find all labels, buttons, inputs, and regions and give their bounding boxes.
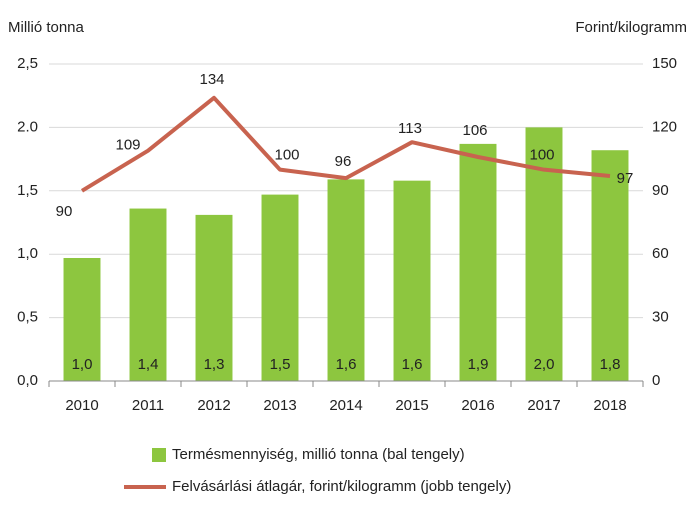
bar-value-label: 1,8 — [600, 356, 621, 373]
y2-tick-label: 60 — [652, 245, 669, 262]
y-tick-label: 2,5 — [17, 55, 38, 72]
y-tick-label: 0,5 — [17, 309, 38, 326]
bar — [327, 179, 365, 381]
x-tick-label: 2012 — [197, 397, 230, 414]
legend-swatch — [152, 448, 166, 462]
x-tick-label: 2016 — [461, 397, 494, 414]
line-value-label: 96 — [335, 153, 352, 170]
line-value-label: 97 — [617, 170, 634, 187]
x-tick-label: 2015 — [395, 397, 428, 414]
bar-value-label: 1,6 — [402, 356, 423, 373]
x-tick-label: 2018 — [593, 397, 626, 414]
x-tick-label: 2017 — [527, 397, 560, 414]
bar-value-label: 1,0 — [72, 356, 93, 373]
line-value-label: 106 — [462, 122, 487, 139]
bar-value-label: 1,9 — [468, 356, 489, 373]
bar — [195, 214, 233, 381]
bar — [393, 180, 431, 381]
y-tick-label: 2.0 — [17, 118, 38, 135]
bar-value-label: 1,6 — [336, 356, 357, 373]
bar — [129, 208, 167, 381]
bar-value-label: 1,3 — [204, 356, 225, 373]
bar — [459, 143, 497, 381]
x-tick-label: 2013 — [263, 397, 296, 414]
x-tick-label: 2010 — [65, 397, 98, 414]
bar — [591, 150, 629, 381]
line-value-label: 100 — [529, 147, 554, 164]
y2-tick-label: 30 — [652, 309, 669, 326]
y2-axis-title: Forint/kilogramm — [575, 19, 687, 36]
y2-tick-label: 150 — [652, 55, 677, 72]
line-value-label: 134 — [199, 71, 224, 88]
line-value-label: 100 — [274, 147, 299, 164]
line — [80, 95, 611, 193]
legend-label: Felvásárlási átlagár, forint/kilogramm (… — [172, 478, 511, 495]
x-tick-label: 2011 — [132, 397, 164, 414]
y-axis-title: Millió tonna — [8, 19, 85, 36]
y-tick-label: 1,0 — [17, 245, 38, 262]
y2-tick-label: 0 — [652, 372, 660, 389]
y-tick-label: 1,5 — [17, 182, 38, 199]
bar — [261, 194, 299, 381]
y-tick-label: 0,0 — [17, 372, 38, 389]
bar — [63, 258, 101, 381]
bar-value-label: 1,5 — [270, 356, 291, 373]
line-value-label: 90 — [56, 203, 73, 220]
legend-label: Termésmennyiség, millió tonna (bal tenge… — [172, 446, 465, 463]
y2-tick-label: 90 — [652, 182, 669, 199]
line-value-label: 113 — [398, 120, 422, 137]
bar-value-label: 2,0 — [534, 356, 555, 373]
y2-tick-label: 120 — [652, 118, 677, 135]
x-tick-label: 2014 — [329, 397, 362, 414]
bar-value-label: 1,4 — [138, 356, 159, 373]
line-value-label: 109 — [115, 137, 140, 154]
